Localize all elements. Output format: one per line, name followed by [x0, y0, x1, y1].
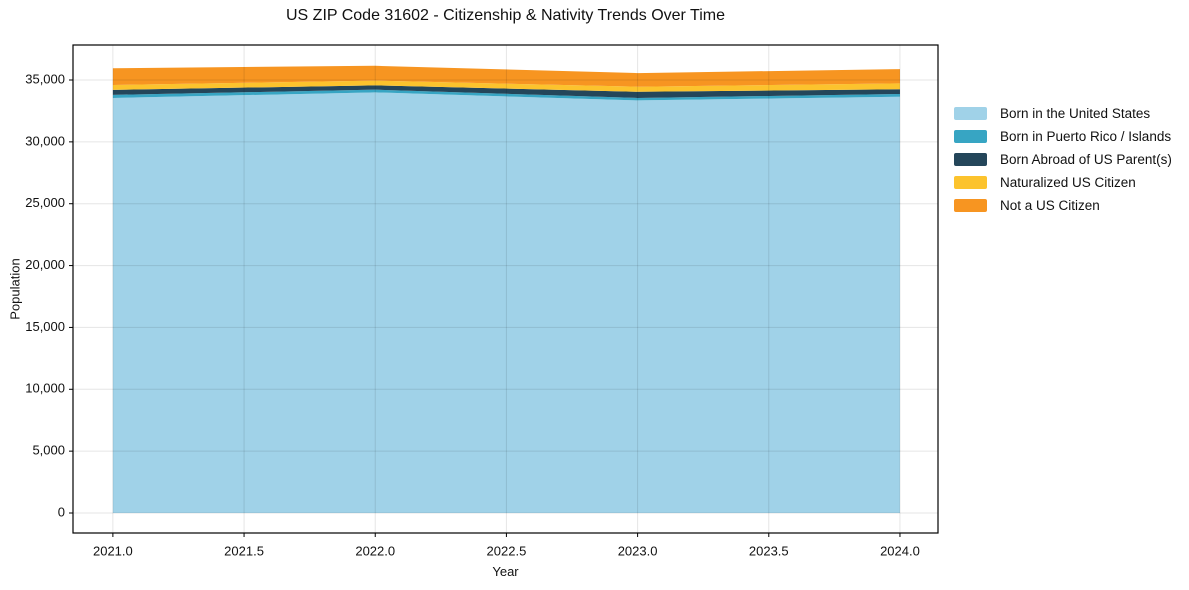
chart-title: US ZIP Code 31602 - Citizenship & Nativi… — [286, 7, 725, 24]
y-tick-label: 0 — [58, 504, 65, 519]
x-tick-label: 2023.0 — [618, 544, 658, 559]
legend-item: Naturalized US Citizen — [954, 171, 1172, 194]
y-tick-label: 30,000 — [25, 133, 65, 148]
y-tick-label: 35,000 — [25, 71, 65, 86]
y-tick-label: 10,000 — [25, 381, 65, 396]
x-tick-label: 2022.5 — [487, 544, 527, 559]
y-tick-label: 15,000 — [25, 319, 65, 334]
area-series-5 — [112, 65, 900, 87]
legend: Born in the United States Born in Puerto … — [954, 102, 1172, 217]
legend-swatch — [954, 176, 987, 189]
legend-label: Born in the United States — [1000, 106, 1151, 121]
legend-swatch — [954, 153, 987, 166]
area-series-3 — [112, 85, 900, 98]
legend-item: Born in the United States — [954, 102, 1172, 125]
legend-item: Not a US Citizen — [954, 194, 1172, 217]
legend-swatch — [954, 199, 987, 212]
area-series-1 — [112, 92, 900, 513]
y-tick-label: 20,000 — [25, 257, 65, 272]
area-series-2 — [112, 89, 900, 101]
x-tick-label: 2021.5 — [224, 544, 264, 559]
area-series-4 — [112, 80, 900, 92]
x-tick-label: 2024.0 — [880, 544, 920, 559]
axes-box — [72, 44, 939, 534]
legend-label: Not a US Citizen — [1000, 198, 1100, 213]
legend-label: Born in Puerto Rico / Islands — [1000, 129, 1172, 144]
y-axis-label: Population — [7, 258, 23, 320]
legend-label: Born Abroad of US Parent(s) — [1000, 152, 1172, 167]
y-tick-label: 25,000 — [25, 195, 65, 210]
legend-label: Naturalized US Citizen — [1000, 175, 1136, 190]
x-tick-label: 2022.0 — [355, 544, 395, 559]
legend-swatch — [954, 107, 987, 120]
x-tick-label: 2023.5 — [749, 544, 789, 559]
legend-swatch — [954, 130, 987, 143]
y-tick-label: 5,000 — [32, 443, 65, 458]
legend-item: Born in Puerto Rico / Islands — [954, 125, 1172, 148]
x-axis-label: Year — [492, 564, 519, 579]
x-tick-label: 2021.0 — [93, 544, 133, 559]
legend-item: Born Abroad of US Parent(s) — [954, 148, 1172, 171]
